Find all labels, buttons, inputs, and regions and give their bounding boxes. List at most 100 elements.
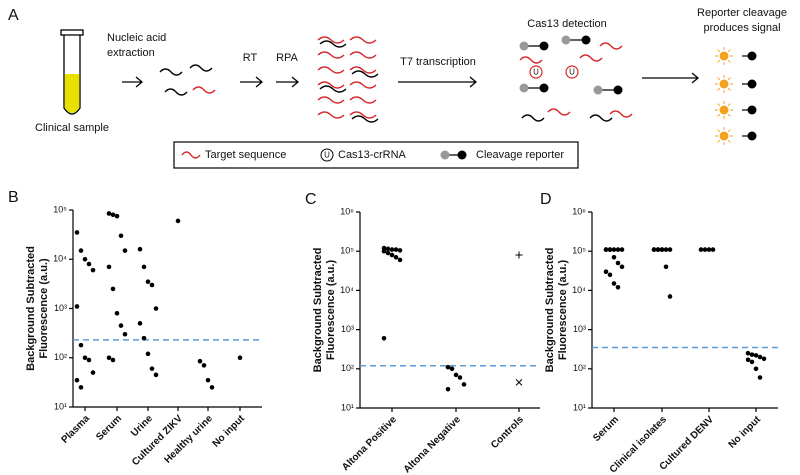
glow-ray bbox=[717, 103, 721, 107]
strand bbox=[317, 81, 345, 89]
y-tick-label: 10² bbox=[573, 363, 586, 373]
point bbox=[615, 247, 621, 252]
glow-ray bbox=[727, 113, 731, 117]
cleaved-fluor bbox=[719, 131, 729, 141]
schematic: A Clinical sample Nucleic acid extractio… bbox=[8, 7, 787, 169]
glow-ray bbox=[727, 77, 731, 81]
y-axis-label: Fluorescence (a.u.) bbox=[557, 260, 569, 361]
point bbox=[381, 248, 387, 254]
point bbox=[110, 286, 116, 292]
glow-ray bbox=[717, 87, 721, 91]
legend-label: Cas13-crRNA bbox=[338, 149, 407, 161]
strand bbox=[519, 56, 543, 64]
strand bbox=[319, 85, 347, 93]
x-tick-label: Plasma bbox=[59, 413, 92, 446]
point bbox=[114, 213, 120, 219]
point bbox=[397, 248, 403, 253]
y-tick-label: 10⁴ bbox=[572, 285, 586, 295]
point bbox=[209, 385, 215, 390]
point bbox=[74, 304, 80, 309]
point bbox=[710, 247, 716, 252]
x-tick-label: Altona Positive bbox=[340, 414, 399, 473]
glow-ray bbox=[727, 103, 731, 107]
y-tick-label: 10¹ bbox=[54, 401, 67, 411]
strand bbox=[547, 108, 571, 116]
legend-reporter bbox=[440, 150, 450, 160]
point bbox=[611, 281, 617, 286]
strand bbox=[349, 51, 377, 59]
point bbox=[393, 254, 399, 260]
point bbox=[145, 279, 151, 285]
x-tick-label: No input bbox=[727, 414, 764, 451]
point bbox=[445, 386, 451, 392]
point bbox=[753, 366, 759, 372]
strand bbox=[609, 110, 633, 118]
y-tick-label: 10³ bbox=[54, 303, 67, 313]
glow-ray bbox=[717, 113, 721, 117]
point bbox=[141, 335, 147, 341]
reporter-quencher bbox=[561, 35, 571, 45]
point bbox=[449, 366, 455, 372]
point bbox=[385, 246, 391, 252]
reporter-fluor bbox=[539, 83, 549, 93]
point bbox=[78, 385, 84, 390]
arrows bbox=[122, 72, 700, 88]
strand bbox=[317, 66, 345, 74]
point bbox=[118, 233, 124, 239]
point bbox=[461, 382, 467, 387]
glow-ray bbox=[727, 87, 731, 91]
point bbox=[145, 351, 151, 357]
point bbox=[389, 252, 395, 258]
point bbox=[611, 247, 617, 252]
glow-ray bbox=[717, 49, 721, 53]
point bbox=[201, 363, 207, 368]
x-tick-label: Serum bbox=[94, 413, 124, 443]
glow-ray bbox=[717, 139, 721, 143]
point bbox=[698, 247, 704, 252]
point bbox=[153, 306, 159, 311]
point bbox=[137, 246, 143, 252]
tube-liquid bbox=[64, 74, 80, 113]
point bbox=[603, 269, 609, 274]
point bbox=[615, 284, 621, 290]
point bbox=[757, 354, 763, 360]
strand bbox=[319, 40, 347, 48]
point bbox=[197, 358, 203, 364]
point bbox=[118, 323, 124, 328]
strand bbox=[349, 96, 377, 104]
point bbox=[603, 247, 609, 252]
strand bbox=[351, 70, 379, 78]
x-tick-label: Urine bbox=[129, 413, 155, 439]
step-label: Clinical sample bbox=[35, 122, 109, 134]
cleaved-fluor bbox=[719, 51, 729, 61]
cleaved-quencher bbox=[747, 79, 757, 89]
cleaved-quencher bbox=[747, 131, 757, 141]
step-label: RT bbox=[243, 52, 258, 64]
point bbox=[86, 261, 92, 267]
point bbox=[86, 357, 92, 363]
reporter-fluor bbox=[613, 85, 623, 95]
point bbox=[78, 248, 84, 253]
x-tick-label: Altona Negative bbox=[402, 414, 464, 475]
y-tick-label: 10² bbox=[54, 352, 67, 362]
y-axis-label: Background Subtracted bbox=[312, 248, 324, 373]
glow-ray bbox=[727, 59, 731, 63]
point bbox=[663, 247, 669, 252]
crrna-letter: U bbox=[533, 68, 539, 77]
point bbox=[90, 267, 96, 273]
reporter-quencher bbox=[593, 85, 603, 95]
reporter-quencher bbox=[519, 83, 529, 93]
point bbox=[655, 247, 661, 252]
cleaved-quencher bbox=[747, 105, 757, 115]
y-tick-label: 10³ bbox=[341, 324, 354, 334]
point bbox=[110, 357, 116, 363]
strand bbox=[159, 68, 183, 76]
glow-ray bbox=[727, 139, 731, 143]
point bbox=[515, 251, 523, 259]
point bbox=[74, 230, 80, 235]
y-axis-label: Background Subtracted bbox=[25, 246, 37, 371]
strand bbox=[351, 115, 379, 123]
strand bbox=[521, 114, 545, 122]
strand bbox=[317, 51, 345, 59]
